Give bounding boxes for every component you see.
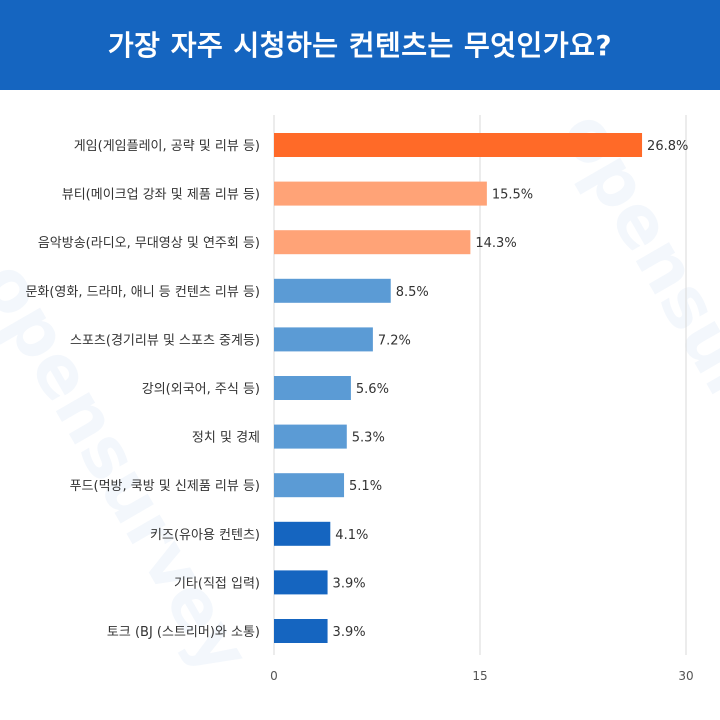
bar <box>274 327 373 352</box>
category-label: 강의(외국어, 주식 등) <box>142 382 260 397</box>
value-label: 3.9% <box>333 625 366 640</box>
bar <box>274 230 471 255</box>
bar <box>274 521 331 546</box>
header-banner: 가장 자주 시청하는 컨텐츠는 무엇인가요? <box>0 0 720 90</box>
value-label: 8.5% <box>396 285 429 300</box>
value-label: 5.3% <box>352 431 385 446</box>
value-label: 3.9% <box>333 576 366 591</box>
category-label: 푸드(먹방, 쿡방 및 신제품 리뷰 등) <box>70 479 260 494</box>
bar <box>274 181 487 206</box>
value-label: 15.5% <box>492 188 533 203</box>
category-label: 키즈(유아용 컨텐츠) <box>150 528 260 543</box>
category-label: 문화(영화, 드라마, 애니 등 컨텐츠 리뷰 등) <box>25 285 260 300</box>
bar <box>274 424 347 449</box>
bar-chart: 0 15 30 게임(게임플레이, 공략 및 리뷰 등) 26.8% 뷰티(메이크업 강좌… <box>25 115 694 683</box>
value-label: 5.6% <box>356 382 389 397</box>
category-label: 기타(직접 입력) <box>174 576 260 591</box>
x-tick-label: 0 <box>270 669 278 683</box>
value-label: 5.1% <box>349 479 382 494</box>
category-label: 스포츠(경기리뷰 및 스포츠 중계등) <box>70 333 260 348</box>
value-label: 26.8% <box>647 139 688 154</box>
x-tick-label: 15 <box>472 669 487 683</box>
bar <box>274 619 328 643</box>
chart-title: 가장 자주 시청하는 컨텐츠는 무엇인가요? <box>107 29 613 62</box>
bar <box>274 133 643 157</box>
value-label: 14.3% <box>475 236 516 251</box>
category-label: 정치 및 경제 <box>192 431 260 446</box>
bar <box>274 570 328 595</box>
bar <box>274 473 345 498</box>
value-label: 4.1% <box>335 528 368 543</box>
bar <box>274 376 351 400</box>
bar <box>274 278 391 303</box>
category-label: 토크 (BJ (스트리머)와 소통) <box>107 625 260 640</box>
category-label: 음악방송(라디오, 무대영상 및 연주회 등) <box>38 236 260 251</box>
x-tick-label: 30 <box>678 669 693 683</box>
category-label: 게임(게임플레이, 공략 및 리뷰 등) <box>74 139 260 154</box>
category-label: 뷰티(메이크업 강좌 및 제품 리뷰 등) <box>62 188 260 203</box>
value-label: 7.2% <box>378 333 411 348</box>
